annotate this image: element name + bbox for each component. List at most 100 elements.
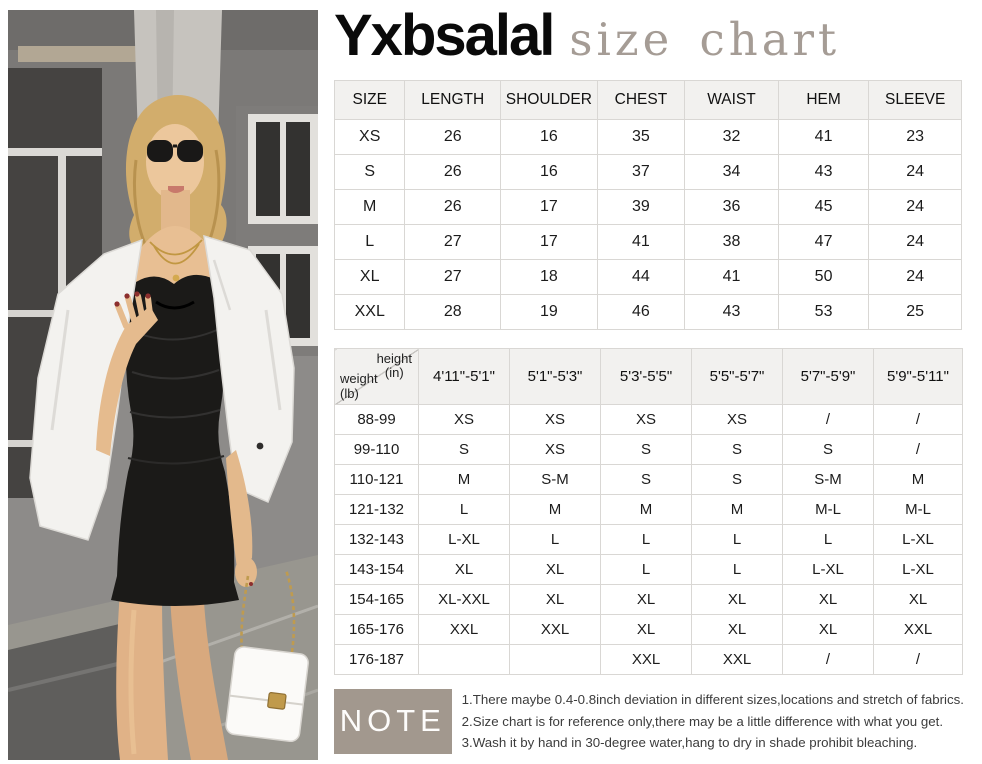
recommended-size-cell: XXL <box>509 614 601 645</box>
note-item: 3.Wash it by hand in 30-degree water,han… <box>461 735 918 751</box>
note-badge: NOTE <box>334 689 452 754</box>
measurement-cell: 18 <box>500 259 598 295</box>
size-column-header: SIZE <box>333 80 406 120</box>
height-range-header: 4'11"-5'1" <box>418 348 510 405</box>
recommended-size-cell: M <box>418 464 510 495</box>
height-range-header: 5'7"-5'9" <box>782 348 874 405</box>
recommended-size-cell: L-XL <box>782 554 874 585</box>
fit-table-row: 165-176 XXL XXL XL XL XL XXL <box>334 614 963 645</box>
measurement-cell: 38 <box>684 224 779 260</box>
recommended-size-cell: S <box>600 464 692 495</box>
measurement-cell: 45 <box>777 189 870 225</box>
recommended-size-cell: L <box>600 554 692 585</box>
recommended-size-cell: XL <box>509 554 601 585</box>
measurement-cell: 19 <box>500 294 598 330</box>
recommended-size-cell: XL <box>782 614 874 645</box>
measurement-cell: 32 <box>684 119 779 155</box>
recommended-size-cell: L-XL <box>873 524 963 555</box>
size-label-cell: XS <box>333 119 406 155</box>
size-table-row: M 26 17 39 36 45 24 <box>333 189 962 225</box>
measurement-cell: 24 <box>868 259 962 295</box>
white-blazer <box>29 234 295 541</box>
measurement-cell: 41 <box>684 259 779 295</box>
recommended-size-cell: XXL <box>600 644 692 675</box>
recommended-size-cell: XS <box>509 404 601 435</box>
measurement-cell: 35 <box>596 119 686 155</box>
size-column-header: WAIST <box>684 80 779 120</box>
hanging-arm <box>226 450 257 587</box>
measurement-cell: 24 <box>868 154 962 190</box>
fit-table-row: 99-110 S XS S S S / <box>334 434 963 465</box>
recommended-size-cell: M <box>600 494 692 525</box>
model-photo-illustration <box>8 10 318 760</box>
weight-range-cell: 132-143 <box>334 524 419 555</box>
recommended-size-cell: / <box>782 644 874 675</box>
measurement-cell: 27 <box>404 259 502 295</box>
measurement-cell: 39 <box>596 189 686 225</box>
recommended-size-cell: XXL <box>418 614 510 645</box>
measurement-cell: 28 <box>404 294 502 330</box>
height-weight-corner-cell: height (in) weight (lb) <box>334 348 419 405</box>
weight-range-cell: 165-176 <box>334 614 419 645</box>
corner-height-label: height (in) <box>376 351 412 381</box>
recommended-size-cell: XXL <box>873 614 963 645</box>
size-label-cell: XL <box>333 259 406 295</box>
measurement-cell: 17 <box>500 224 598 260</box>
recommended-size-cell: / <box>873 644 963 675</box>
recommended-size-cell: L <box>418 494 510 525</box>
recommended-size-cell: / <box>873 434 963 465</box>
recommended-size-cell: XXL <box>691 644 783 675</box>
weight-range-cell: 143-154 <box>334 554 419 585</box>
size-label-cell: M <box>333 189 406 225</box>
size-label-cell: L <box>333 224 406 260</box>
measurement-cell: 26 <box>404 189 502 225</box>
measurement-cell: 16 <box>500 154 598 190</box>
brand-name: Yxbsalal <box>334 3 555 68</box>
black-dress <box>111 274 239 606</box>
recommended-size-cell: L <box>691 524 783 555</box>
weight-range-cell: 99-110 <box>334 434 419 465</box>
size-column-header: CHEST <box>596 80 686 120</box>
measurement-cell: 41 <box>596 224 686 260</box>
weight-range-cell: 154-165 <box>334 584 419 615</box>
recommended-size-cell: M-L <box>782 494 874 525</box>
measurement-cell: 37 <box>596 154 686 190</box>
measurement-cell: 47 <box>777 224 870 260</box>
page-title: Yxbsalal size chart <box>334 4 964 76</box>
recommended-size-cell: M <box>509 494 601 525</box>
recommended-size-cell: L <box>509 524 601 555</box>
note-section: NOTE 1.There maybe 0.4-0.8inch deviation… <box>334 689 964 754</box>
size-table-header-row: SIZE LENGTH SHOULDER CHEST WAIST HEM SLEEVE <box>333 80 962 120</box>
recommended-size-cell: S-M <box>782 464 874 495</box>
recommended-size-cell: S <box>418 434 510 465</box>
measurement-cell: 43 <box>684 294 779 330</box>
size-chart-panel: Yxbsalal size chart SIZE LENGTH SHOULDER CH… <box>333 4 964 754</box>
size-table-body: XS 26 16 35 32 41 23 S 26 16 37 34 43 24 M 26 17 39 36 45 24… <box>333 119 962 330</box>
size-column-header: LENGTH <box>404 80 502 120</box>
measurement-cell: 25 <box>868 294 962 330</box>
recommended-size-cell: M <box>691 494 783 525</box>
height-weight-fit-table: height (in) weight (lb) 4'11"-5'1" 5'1"-5… <box>334 348 963 675</box>
recommended-size-cell: / <box>873 404 963 435</box>
size-column-header: SHOULDER <box>500 80 598 120</box>
recommended-size-cell: L-XL <box>418 524 510 555</box>
corner-weight-label: weight (lb) <box>340 371 378 401</box>
recommended-size-cell: S <box>782 434 874 465</box>
recommended-size-cell: XL <box>509 584 601 615</box>
recommended-size-cell: S <box>600 434 692 465</box>
note-list: 1.There maybe 0.4-0.8inch deviation in d… <box>462 689 964 754</box>
gold-necklace <box>149 239 203 282</box>
size-table-row: XS 26 16 35 32 41 23 <box>333 119 962 155</box>
measurement-cell: 16 <box>500 119 598 155</box>
raised-hand <box>96 291 158 456</box>
height-range-header: 5'1"-5'3" <box>509 348 601 405</box>
recommended-size-cell: M-L <box>873 494 963 525</box>
note-item: 1.There maybe 0.4-0.8inch deviation in d… <box>461 692 964 707</box>
recommended-size-cell: XS <box>418 404 510 435</box>
height-range-header: 5'3'-5'5" <box>600 348 692 405</box>
note-item: 2.Size chart is for reference only,there… <box>461 713 944 729</box>
fit-table-body: 88-99 XS XS XS XS //99-110 S XS S S S/110-121 M S-M S… <box>334 404 963 675</box>
model-photo <box>8 10 318 760</box>
recommended-size-cell: L-XL <box>873 554 963 585</box>
recommended-size-cell: XS <box>600 404 692 435</box>
